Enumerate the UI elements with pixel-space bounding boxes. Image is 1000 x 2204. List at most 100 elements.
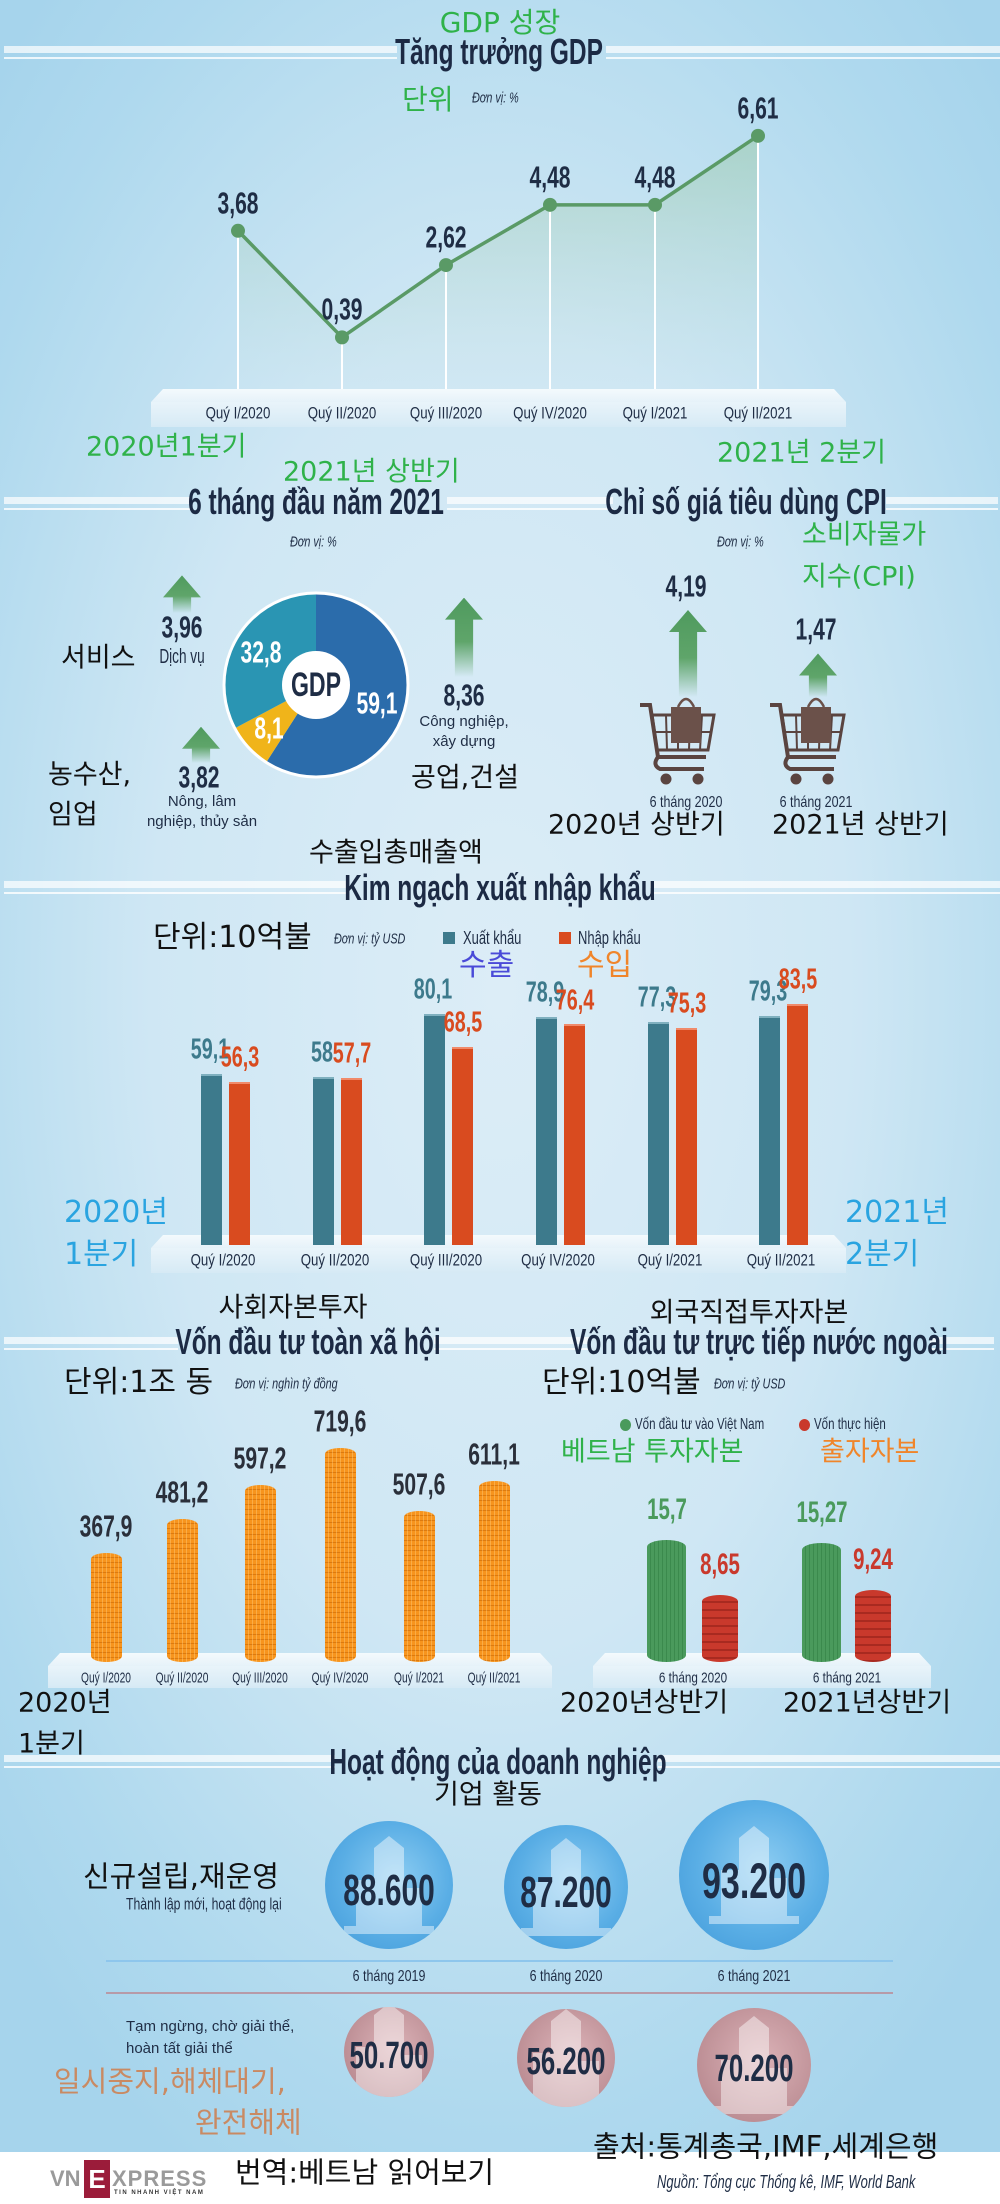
gdp-axis-label: Quý III/2020: [409, 403, 483, 423]
divider: [434, 1337, 590, 1344]
social-axis-label: Quý II/2021: [467, 1669, 521, 1687]
social-value-label: 507,6: [392, 1466, 446, 1502]
new-enterprises-bubble: [679, 1800, 829, 1950]
donut-value-label: 8,1: [254, 710, 284, 746]
gdp-value-label: 2,62: [425, 219, 467, 255]
fdi-registered-label: 15,27: [796, 1495, 848, 1529]
divider: [4, 46, 397, 53]
donut-hole: [282, 651, 350, 719]
export-bar: [536, 1017, 557, 1245]
trade-end-ko-2: 2분기: [845, 1237, 920, 1272]
coin-stack-bar: [479, 1480, 510, 1663]
closed-enterprises-value: 50.700: [349, 2035, 429, 2077]
period-label: 6 tháng 2020: [529, 1968, 603, 1985]
shopping-cart-icon: [638, 695, 718, 785]
divider: [650, 881, 1000, 888]
divider: [4, 508, 190, 510]
trade-axis-label: Quý II/2020: [300, 1250, 370, 1270]
closed-enterprises-bubble: [344, 2007, 434, 2097]
legend-dot-red: [799, 1419, 810, 1431]
donut-outline: [222, 591, 410, 779]
export-value-label: 79,3: [748, 975, 788, 1008]
divider: [606, 46, 1000, 53]
gdp-value-label: 0,39: [321, 291, 363, 327]
import-value-label: 57,7: [332, 1037, 372, 1070]
export-value-label: 78,9: [525, 976, 565, 1009]
note-half-ko: 2021년 상반기: [283, 456, 460, 488]
coin-stack-bar: [325, 1448, 356, 1662]
legend-swatch-export: [443, 932, 455, 944]
closed-label: Tạm ngừng, chờ giải thể, hoàn tất giải t…: [126, 2018, 295, 2057]
export-value-label: 58: [311, 1036, 333, 1069]
export-value-label: 80,1: [413, 973, 453, 1006]
export-bar: [201, 1073, 222, 1245]
trade-title: Kim ngạch xuất nhập khẩu: [344, 867, 656, 908]
cpi-period-ko-1: 2020년 상반기: [548, 809, 725, 841]
growth-label: 3,82: [178, 759, 220, 795]
export-bar: [424, 1013, 445, 1245]
growth-label: 8,36: [443, 677, 485, 713]
donut-value-label: 32,8: [240, 634, 282, 670]
social-start-ko-2: 1분기: [18, 1728, 85, 1760]
export-bar: [313, 1077, 334, 1245]
social-value-label: 719,6: [313, 1403, 367, 1439]
social-axis-platform: [48, 1666, 552, 1688]
fdi-period-ko-2: 2021년상반기: [783, 1687, 952, 1719]
coin-stack-bar: [404, 1511, 435, 1662]
period-label: 6 tháng 2021: [717, 1968, 791, 1985]
import-value-label: 68,5: [443, 1006, 483, 1039]
shopping-cart-icon: [768, 695, 848, 785]
divider: [4, 1337, 178, 1344]
gdp-line: [236, 134, 759, 340]
enterprise-title: Hoạt động của doanh nghiệp: [329, 1741, 667, 1782]
social-start-ko-1: 2020년: [18, 1687, 112, 1719]
export-bar: [759, 1016, 780, 1245]
fdi-axis-platform: [593, 1666, 931, 1688]
gdp-axis-label: Quý I/2021: [622, 403, 688, 423]
social-title-ko: 사회자본투자: [218, 1292, 368, 1324]
cpi-title: Chỉ số giá tiêu dùng CPI: [605, 481, 887, 522]
sector-label: Công nghiệp, xây dựng: [419, 713, 509, 750]
new-enterprises-value: 93.200: [702, 1853, 806, 1909]
cpi-title-ko-1: 소비자물가: [802, 519, 927, 551]
fdi-legend-ko-1: 베트남 투자자본: [561, 1436, 744, 1468]
divider: [658, 1766, 1000, 1768]
divider: [886, 508, 998, 510]
social-axis-label: Quý II/2020: [155, 1669, 209, 1687]
trade-axis-label: Quý I/2020: [190, 1250, 256, 1270]
trade-title-ko: 수출입총매출액: [309, 837, 483, 869]
gdp-axis-label: Quý I/2020: [205, 403, 271, 423]
fdi-unit-ko: 단위:10억불: [542, 1365, 701, 1400]
gdp-value-label: 3,68: [217, 185, 259, 221]
divider: [650, 892, 1000, 894]
fdi-title: Vốn đầu tư trực tiếp nước ngoài: [570, 1321, 948, 1362]
divider: [658, 1755, 1000, 1762]
agri-ko-2: 임업: [48, 799, 98, 831]
legend-dot-green: [620, 1419, 631, 1431]
building-icon: [521, 2009, 611, 2107]
trade-start-ko-1: 2020년: [64, 1195, 168, 1230]
divider: [4, 881, 348, 888]
fdi-axis-label: 6 tháng 2020: [658, 1669, 728, 1687]
gdp-point: [439, 258, 453, 273]
social-value-label: 367,9: [79, 1508, 133, 1544]
gdp-point: [335, 330, 349, 345]
import-bar: [229, 1081, 250, 1245]
cpi-unit: Đơn vị: %: [717, 533, 764, 551]
social-unit: Đơn vị: nghìn tỷ đồng: [235, 1375, 338, 1393]
trade-axis-label: Quý II/2021: [746, 1250, 816, 1270]
social-title: Vốn đầu tư toàn xã hội: [175, 1321, 441, 1362]
fdi-period-ko-1: 2020년상반기: [560, 1687, 729, 1719]
gdp-unit: Đơn vị: %: [472, 89, 519, 107]
building-icon: [709, 2016, 799, 2114]
closed-enterprises-bubble: [697, 2008, 811, 2122]
trade-unit: Đơn vị: tỷ USD: [334, 930, 406, 948]
closed-ko-1: 일시중지,해체대기,: [54, 2064, 286, 2099]
new-label: Thành lập mới, hoạt động lại: [126, 1894, 282, 1914]
legend-label-disbursed: Vốn thực hiện: [814, 1416, 886, 1433]
divider: [930, 1337, 994, 1344]
social-unit-ko: 단위:1조 동: [64, 1365, 214, 1400]
social-axis-label: Quý IV/2020: [311, 1669, 369, 1687]
donut-value-label: 59,1: [356, 685, 398, 721]
divider: [4, 892, 348, 894]
